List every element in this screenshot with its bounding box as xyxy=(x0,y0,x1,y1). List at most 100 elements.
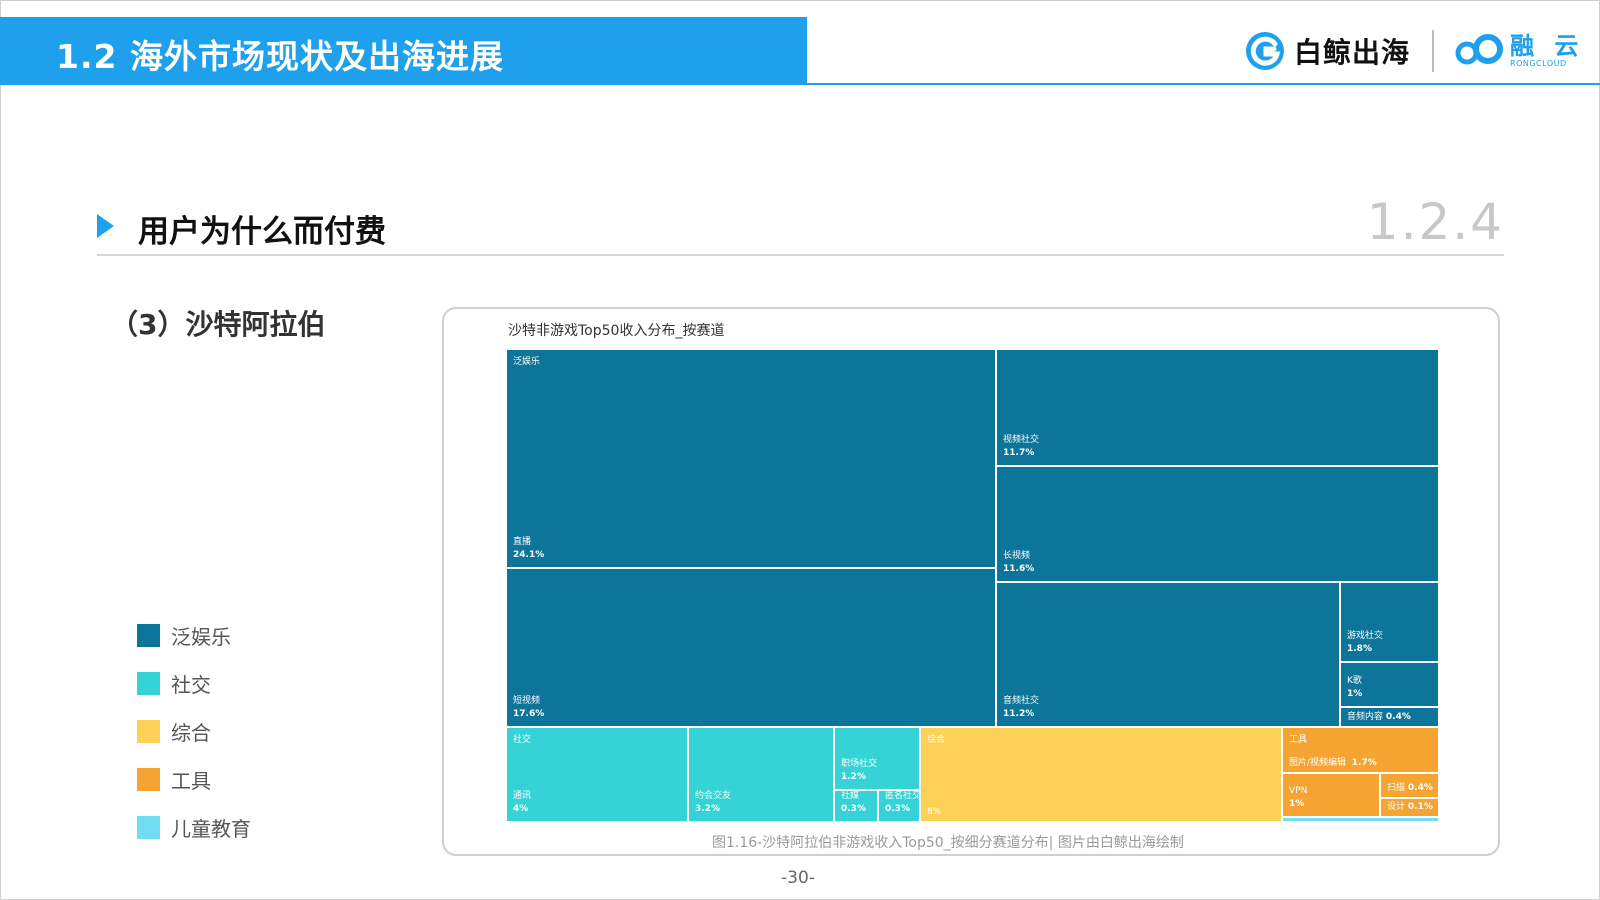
tile-name: 短视频 xyxy=(513,696,541,706)
tile-video-social: 视频社交 11.7% xyxy=(996,349,1439,466)
tile-label: 长视频 11.6% xyxy=(1003,550,1034,576)
tile-label: 短视频 17.6% xyxy=(513,695,544,721)
tile-name: K歌 xyxy=(1347,676,1362,686)
tile-anonymous-social: 匿名社交 0.3% xyxy=(878,790,921,822)
tile-name: 音频社交 xyxy=(1003,696,1040,706)
figure-caption: 图1.16-沙特阿拉伯非游戏收入Top50_按细分赛道分布| 图片由白鲸出海绘制 xyxy=(712,835,1184,851)
header-rule xyxy=(807,83,1600,85)
tile-value: 1.7% xyxy=(1351,758,1377,768)
tile-value: 1.8% xyxy=(1347,644,1372,654)
tile-design: 设计 0.1% xyxy=(1380,798,1439,817)
tile-name: 匿名社交 xyxy=(885,791,922,801)
tile-name: 长视频 xyxy=(1003,551,1031,561)
tile-vpn: VPN 1% xyxy=(1282,773,1380,817)
rongcloud-en: RONGCLOUD xyxy=(1510,59,1567,68)
subheading: （3）沙特阿拉伯 xyxy=(110,308,326,341)
tile-label: 视频社交 11.7% xyxy=(1003,434,1039,460)
rongcloud-logo-icon xyxy=(1455,34,1504,65)
tile-game-social: 游戏社交 1.8% xyxy=(1340,582,1439,662)
baijing-logo-icon xyxy=(1246,32,1284,70)
tile-audio-content: 音频内容 0.4% xyxy=(1340,707,1439,727)
logo-divider xyxy=(1432,30,1435,72)
tile-label: VPN 1% xyxy=(1289,785,1307,811)
tile-label: 图片/视频编辑 1.7% xyxy=(1289,755,1377,768)
rongcloud-logo-text: 融 云 RONGCLOUD xyxy=(1510,33,1584,69)
legend-swatch xyxy=(137,623,160,647)
tile-long-video: 长视频 11.6% xyxy=(996,466,1439,582)
tile-value: 8% xyxy=(927,807,942,817)
tile-name: 图片/视频编辑 xyxy=(1289,758,1347,768)
tile-name: 音频内容 xyxy=(1347,712,1384,722)
legend-item: 社交 xyxy=(137,671,251,697)
group-label-entertainment: 泛娱乐 xyxy=(513,357,541,367)
tile-label: 音频社交 11.2% xyxy=(1003,695,1039,721)
tile-value: 4% xyxy=(513,804,529,814)
tile-name: 通讯 xyxy=(513,791,532,801)
section-title: 用户为什么而付费 xyxy=(138,214,386,250)
tile-value: 0.3% xyxy=(885,804,910,814)
tile-value: 0.1% xyxy=(1407,802,1433,812)
legend-item: 综合 xyxy=(137,719,251,745)
tile-label: 设计 0.1% xyxy=(1387,799,1433,812)
tile-name: 视频社交 xyxy=(1003,435,1040,445)
tile-label: 职场社交 1.2% xyxy=(841,758,877,784)
legend-swatch xyxy=(137,767,160,791)
tile-professional-social: 职场社交 1.2% xyxy=(834,727,920,790)
tile-photo-video-editing: 工具 图片/视频编辑 1.7% xyxy=(1282,727,1439,773)
legend-item: 泛娱乐 xyxy=(137,623,251,649)
tile-value: 11.7% xyxy=(1003,448,1035,458)
page-number: -30- xyxy=(781,868,815,888)
tile-label: 匿名社交 0.3% xyxy=(885,790,921,816)
legend-item: 工具 xyxy=(137,767,251,793)
tile-audio-social: 音频社交 11.2% xyxy=(996,582,1340,727)
tile-label: 约会交友 3.2% xyxy=(695,790,731,816)
group-label-social: 社交 xyxy=(513,735,532,745)
tile-value: 1.2% xyxy=(841,772,866,782)
tile-karaoke: K歌 1% xyxy=(1340,662,1439,707)
tile-social-media: 社媒 0.3% xyxy=(834,790,878,822)
legend-swatch xyxy=(137,719,160,743)
tile-live-streaming: 泛娱乐 直播 24.1% xyxy=(506,349,996,568)
legend-label: 泛娱乐 xyxy=(171,624,231,649)
rongcloud-cn: 融 云 xyxy=(1510,32,1585,60)
legend-swatch xyxy=(137,671,160,695)
tile-name: 扫描 xyxy=(1387,783,1406,793)
tile-label: 音频内容 0.4% xyxy=(1347,709,1411,722)
baijing-logo-text: 白鲸出海 xyxy=(1294,36,1411,69)
tile-name: 社媒 xyxy=(841,791,860,801)
tile-name: 直播 xyxy=(513,537,532,547)
tile-value: 1% xyxy=(1289,799,1305,809)
tile-value: 3.2% xyxy=(695,804,720,814)
tile-messaging: 社交 通讯 4% xyxy=(506,727,688,822)
tile-kids-education xyxy=(1282,817,1439,822)
tile-label: 游戏社交 1.8% xyxy=(1347,630,1383,656)
tile-name: 职场社交 xyxy=(841,759,878,769)
tile-name: 约会交友 xyxy=(695,791,732,801)
tile-label: 扫描 0.4% xyxy=(1387,780,1433,793)
tile-value: 11.6% xyxy=(1003,564,1035,574)
tile-label: 通讯 4% xyxy=(513,790,531,816)
tile-scanner: 扫描 0.4% xyxy=(1380,773,1439,798)
legend-label: 综合 xyxy=(171,720,211,745)
tile-label: 社媒 0.3% xyxy=(841,790,866,816)
legend-label: 工具 xyxy=(171,768,211,793)
tile-value: 17.6% xyxy=(513,709,545,719)
header-title: 1.2 海外市场现状及出海进展 xyxy=(56,37,504,76)
section-divider xyxy=(97,254,1504,256)
brand-logos: 白鲸出海 融 云 RONGCLOUD xyxy=(1244,28,1584,74)
tile-dating: 约会交友 3.2% xyxy=(688,727,834,822)
tile-value: 0.4% xyxy=(1385,712,1411,722)
tile-label: 直播 24.1% xyxy=(513,536,544,562)
legend: 泛娱乐 社交 综合 工具 儿童教育 xyxy=(137,623,251,863)
tile-value: 0.4% xyxy=(1407,783,1433,793)
tile-short-video: 短视频 17.6% xyxy=(506,568,996,727)
legend-label: 儿童教育 xyxy=(171,816,251,841)
tile-value: 0.3% xyxy=(841,804,866,814)
section-arrow-icon xyxy=(97,214,114,238)
tile-name: VPN xyxy=(1289,786,1308,796)
tile-value: 24.1% xyxy=(513,550,545,560)
treemap: 泛娱乐 直播 24.1% 短视频 17.6% 视频社交 11.7% 长视频 11.6% … xyxy=(506,349,1439,822)
tile-name: 设计 xyxy=(1387,802,1406,812)
legend-label: 社交 xyxy=(171,672,211,697)
tile-name: 游戏社交 xyxy=(1347,631,1384,641)
